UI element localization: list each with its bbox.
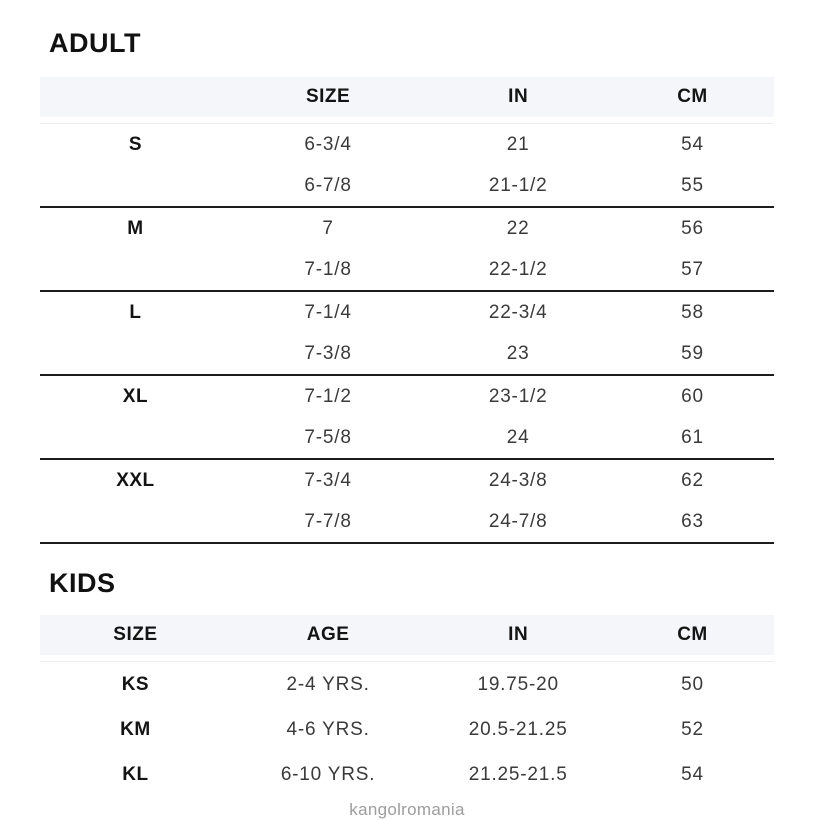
table-row: M 7 22 56 (40, 208, 774, 249)
cm-value: 57 (681, 258, 704, 280)
in-value: 21-1/2 (488, 174, 548, 196)
kids-col-cm: CM (677, 624, 708, 645)
size-label: KM (120, 718, 151, 740)
kids-table-header: SIZE AGE IN CM (40, 615, 774, 655)
adult-table-header: SIZE IN CM (40, 77, 774, 117)
table-row: L 7-1/4 22-3/4 58 (40, 292, 774, 333)
size-value: 6-3/4 (304, 133, 352, 155)
cm-value: 62 (681, 469, 704, 491)
size-label: KL (122, 763, 149, 785)
size-label: M (127, 217, 144, 239)
table-row: 7-7/8 24-7/8 63 (40, 501, 774, 542)
size-group-xl: XL 7-1/2 23-1/2 60 7-5/8 24 61 (40, 376, 774, 460)
cm-value: 54 (681, 763, 704, 785)
adult-col-in: IN (508, 86, 529, 107)
cm-value: 63 (681, 510, 704, 532)
size-value: 6-7/8 (304, 174, 352, 196)
in-value: 22-3/4 (488, 301, 548, 323)
adult-col-cm: CM (677, 86, 708, 107)
in-value: 23-1/2 (488, 385, 548, 407)
in-value: 24-7/8 (488, 510, 548, 532)
size-group-m: M 7 22 56 7-1/8 22-1/2 57 (40, 208, 774, 292)
table-row: XL 7-1/2 23-1/2 60 (40, 376, 774, 417)
header-divider (40, 123, 774, 124)
table-row: KS 2-4 YRS. 19.75-20 50 (40, 662, 774, 707)
cm-value: 56 (681, 217, 704, 239)
cm-value: 54 (681, 133, 704, 155)
age-value: 6-10 YRS. (280, 763, 376, 785)
header-divider (40, 661, 774, 662)
age-value: 2-4 YRS. (286, 673, 370, 695)
table-row: 6-7/8 21-1/2 55 (40, 165, 774, 206)
cm-value: 61 (681, 426, 704, 448)
in-value: 24 (506, 426, 530, 448)
cm-value: 50 (681, 673, 704, 695)
cm-value: 52 (681, 718, 704, 740)
size-value: 7 (322, 217, 334, 239)
kids-col-in: IN (508, 624, 529, 645)
cm-value: 60 (681, 385, 704, 407)
size-value: 7-1/4 (304, 301, 352, 323)
adult-col-size: SIZE (305, 86, 351, 107)
in-value: 19.75-20 (477, 673, 559, 695)
in-value: 22-1/2 (488, 258, 548, 280)
in-value: 24-3/8 (488, 469, 548, 491)
size-value: 7-3/8 (304, 342, 352, 364)
size-label: S (128, 133, 142, 155)
size-label: XXL (116, 469, 155, 491)
in-value: 21 (506, 133, 530, 155)
kids-col-age: AGE (306, 624, 350, 645)
kids-col-size: SIZE (113, 624, 158, 645)
in-value: 21.25-21.5 (468, 763, 568, 785)
adult-heading: ADULT (49, 28, 141, 58)
in-value: 23 (506, 342, 530, 364)
size-value: 7-3/4 (304, 469, 352, 491)
size-value: 7-5/8 (304, 426, 352, 448)
size-group-xxl: XXL 7-3/4 24-3/8 62 7-7/8 24-7/8 63 (40, 460, 774, 544)
size-value: 7-1/2 (304, 385, 352, 407)
cm-value: 58 (681, 301, 704, 323)
size-group-s: S 6-3/4 21 54 6-7/8 21-1/2 55 (40, 124, 774, 208)
in-value: 22 (506, 217, 530, 239)
table-row: 7-1/8 22-1/2 57 (40, 249, 774, 290)
table-row: S 6-3/4 21 54 (40, 124, 774, 165)
watermark-text: kangolromania (349, 800, 465, 819)
in-value: 20.5-21.25 (468, 718, 568, 740)
size-value: 7-1/8 (304, 258, 352, 280)
size-label: KS (121, 673, 150, 695)
table-row: XXL 7-3/4 24-3/8 62 (40, 460, 774, 501)
adult-section: ADULT SIZE IN CM S 6-3/4 21 54 6-7/8 21-… (40, 28, 774, 544)
table-row: 7-3/8 23 59 (40, 333, 774, 374)
size-label: L (129, 301, 142, 323)
table-row: KM 4-6 YRS. 20.5-21.25 52 (40, 707, 774, 752)
kids-heading: KIDS (49, 568, 116, 598)
table-row: 7-5/8 24 61 (40, 417, 774, 458)
kids-section: KIDS SIZE AGE IN CM KS 2-4 YRS. 19.75-20… (40, 568, 774, 797)
table-row: KL 6-10 YRS. 21.25-21.5 54 (40, 752, 774, 797)
age-value: 4-6 YRS. (286, 718, 370, 740)
cm-value: 59 (681, 342, 704, 364)
size-value: 7-7/8 (304, 510, 352, 532)
cm-value: 55 (681, 174, 704, 196)
size-group-l: L 7-1/4 22-3/4 58 7-3/8 23 59 (40, 292, 774, 376)
size-label: XL (122, 385, 149, 407)
